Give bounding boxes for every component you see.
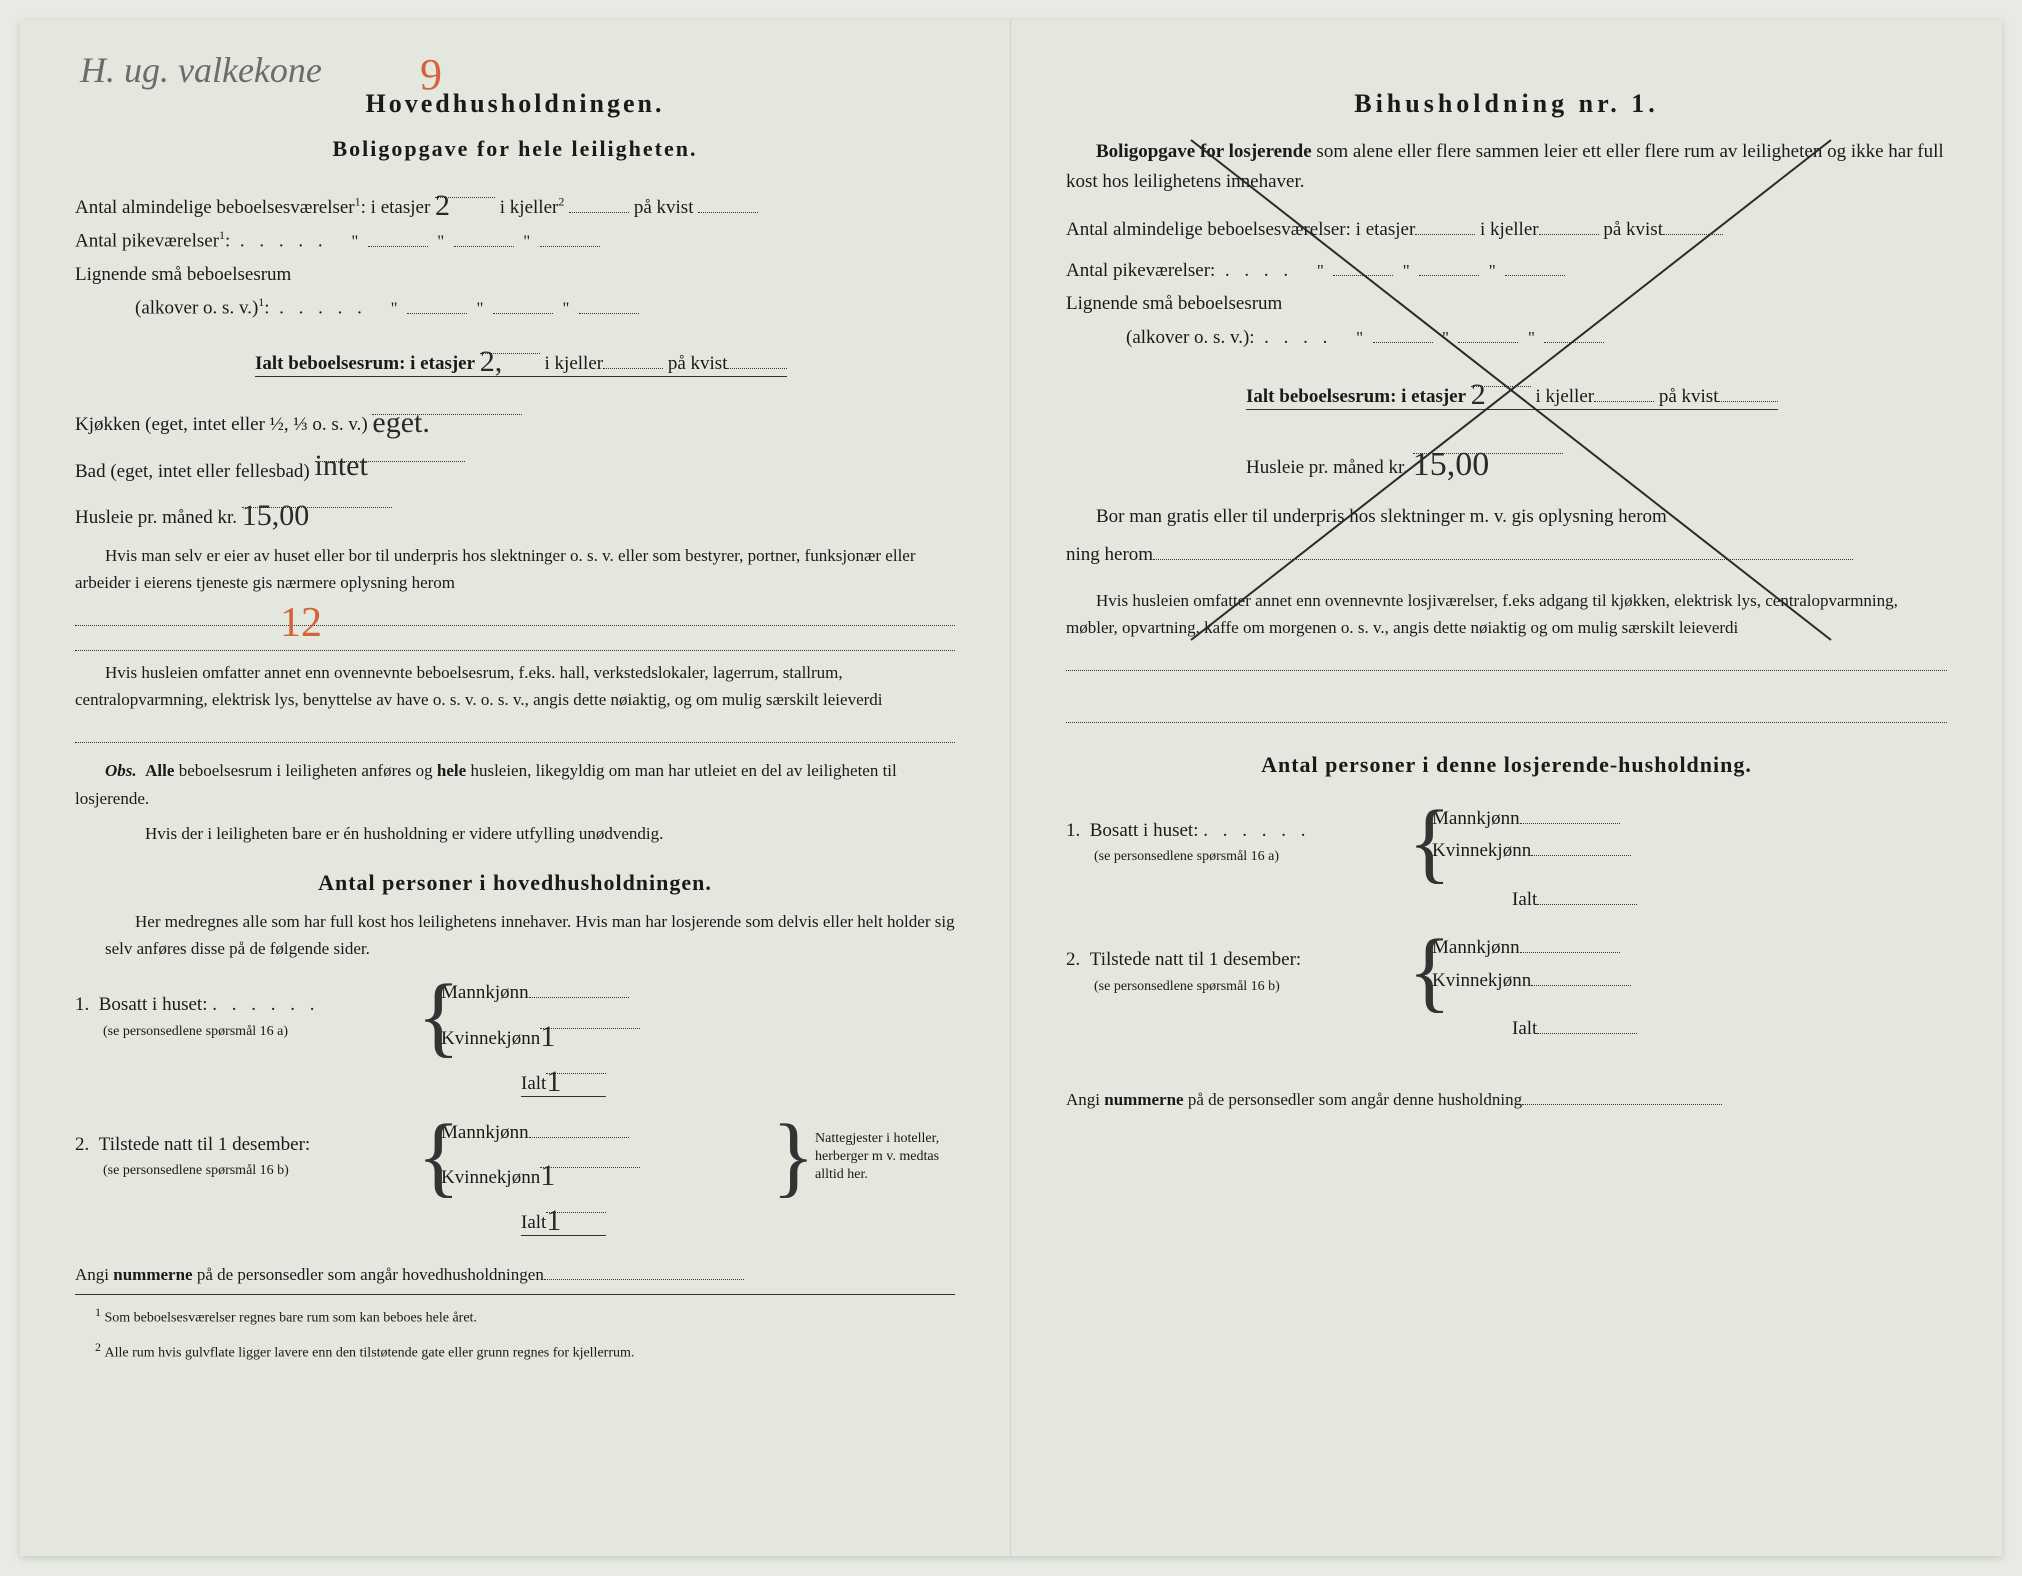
right-page: Bihusholdning nr. 1. Boligopgave for los…: [1011, 20, 2002, 1556]
blank-line-3: [75, 721, 955, 743]
hw-ialt1: 1: [546, 1058, 561, 1106]
census-form-document: H. ug. valkekone 9 Hovedhusholdningen. B…: [20, 20, 2002, 1556]
tilstede-block: 2. Tilstede natt til 1 desember: (se per…: [75, 1116, 955, 1241]
obs-block: Obs. Alle beboelsesrum i leiligheten anf…: [75, 757, 955, 811]
hw-r-etasjer: 2: [1471, 371, 1486, 419]
hw-r-husleie: 15,00: [1413, 438, 1490, 492]
r-para1: Bor man gratis eller til underpris hos s…: [1066, 502, 1947, 532]
hw-kjokken: eget.: [372, 399, 429, 447]
hw-bad: intet: [315, 442, 368, 490]
left-page: H. ug. valkekone 9 Hovedhusholdningen. B…: [20, 20, 1011, 1556]
r-blank-2: [1066, 701, 1947, 723]
persons-subtext: Her medregnes alle som har full kost hos…: [105, 908, 955, 962]
r-angi-line: Angi nummerne på de personsedler som ang…: [1066, 1086, 1947, 1113]
lignende-line-a: Lignende små beboelsesrum: [75, 260, 955, 290]
husleie-para: Hvis husleien omfatter annet enn ovennev…: [75, 659, 955, 713]
hw-husleie: 15,00: [242, 492, 310, 540]
hw-twelve: 12: [280, 590, 322, 657]
r-pike-line: Antal pikeværelser: . . . . " " ": [1066, 256, 1947, 286]
persons-section-title: Antal personer i hovedhusholdningen.: [75, 865, 955, 900]
r-ialt-line: Ialt beboelsesrum: i etasjer 2 i kjeller…: [1246, 369, 1947, 412]
owner-para: Hvis man selv er eier av huset eller bor…: [75, 542, 955, 596]
hw-etasjer-1: 2: [435, 182, 450, 230]
hw-kvinn1: 1: [540, 1013, 555, 1061]
r-husleie-line: Husleie pr. måned kr. 15,00: [1246, 436, 1947, 483]
r-bosatt-block: 1. Bosatt i huset: . . . . . . (se perso…: [1066, 802, 1947, 917]
side-note: Nattegjester i hoteller, herberger m v. …: [815, 1130, 945, 1185]
husleie-line: Husleie pr. måned kr. 15,00: [75, 490, 955, 533]
intro-para: Boligopgave for losjerende som alene ell…: [1066, 137, 1947, 198]
r-rooms-line: Antal almindelige beboelsesværelser: i e…: [1066, 215, 1947, 245]
bosatt-block: 1. Bosatt i huset: . . . . . . (se perso…: [75, 976, 955, 1101]
r-section-title: Antal personer i denne losjerende-hushol…: [1066, 747, 1947, 782]
hw-ialt2: 1: [546, 1197, 561, 1245]
blank-line-1: [75, 604, 955, 626]
obs-line-2: Hvis der i leiligheten bare er én hushol…: [145, 820, 955, 847]
footnote-1: 1 Som beboelsesværelser regnes bare rum …: [75, 1303, 955, 1330]
r-lignende-a: Lignende små beboelsesrum: [1066, 289, 1947, 319]
r-tilstede-block: 2. Tilstede natt til 1 desember: (se per…: [1066, 931, 1947, 1046]
ialt-rooms-line: Ialt beboelsesrum: i etasjer 2, i kjelle…: [255, 336, 955, 379]
rooms-line-1: Antal almindelige beboelsesværelser1: i …: [75, 180, 955, 223]
angi-line: Angi nummerne på de personsedler som ang…: [75, 1261, 955, 1288]
lignende-line-b: (alkover o. s. v.)1: . . . . . " " ": [135, 293, 955, 324]
right-title: Bihusholdning nr. 1.: [1066, 83, 1947, 125]
hw-kvinn2: 1: [540, 1152, 555, 1200]
bad-line: Bad (eget, intet eller fellesbad) intet: [75, 444, 955, 487]
kjokken-line: Kjøkken (eget, intet eller ½, ⅓ o. s. v.…: [75, 397, 955, 440]
r-blank-1: [1066, 649, 1947, 671]
handwritten-number-9: 9: [420, 40, 442, 110]
footnote-rule: [75, 1294, 955, 1295]
subtitle: Boligopgave for hele leiligheten.: [75, 131, 955, 166]
r-para2: Hvis husleien omfatter annet enn ovennev…: [1066, 587, 1947, 641]
footnote-2: 2 Alle rum hvis gulvflate ligger lavere …: [75, 1338, 955, 1365]
r-lignende-b: (alkover o. s. v.): . . . . " " ": [1126, 323, 1947, 353]
handwritten-header: H. ug. valkekone: [80, 42, 322, 100]
hw-etasjer-2: 2,: [480, 338, 503, 386]
pike-line: Antal pikeværelser1: . . . . . " " ": [75, 226, 955, 257]
blank-line-2: [75, 629, 955, 651]
